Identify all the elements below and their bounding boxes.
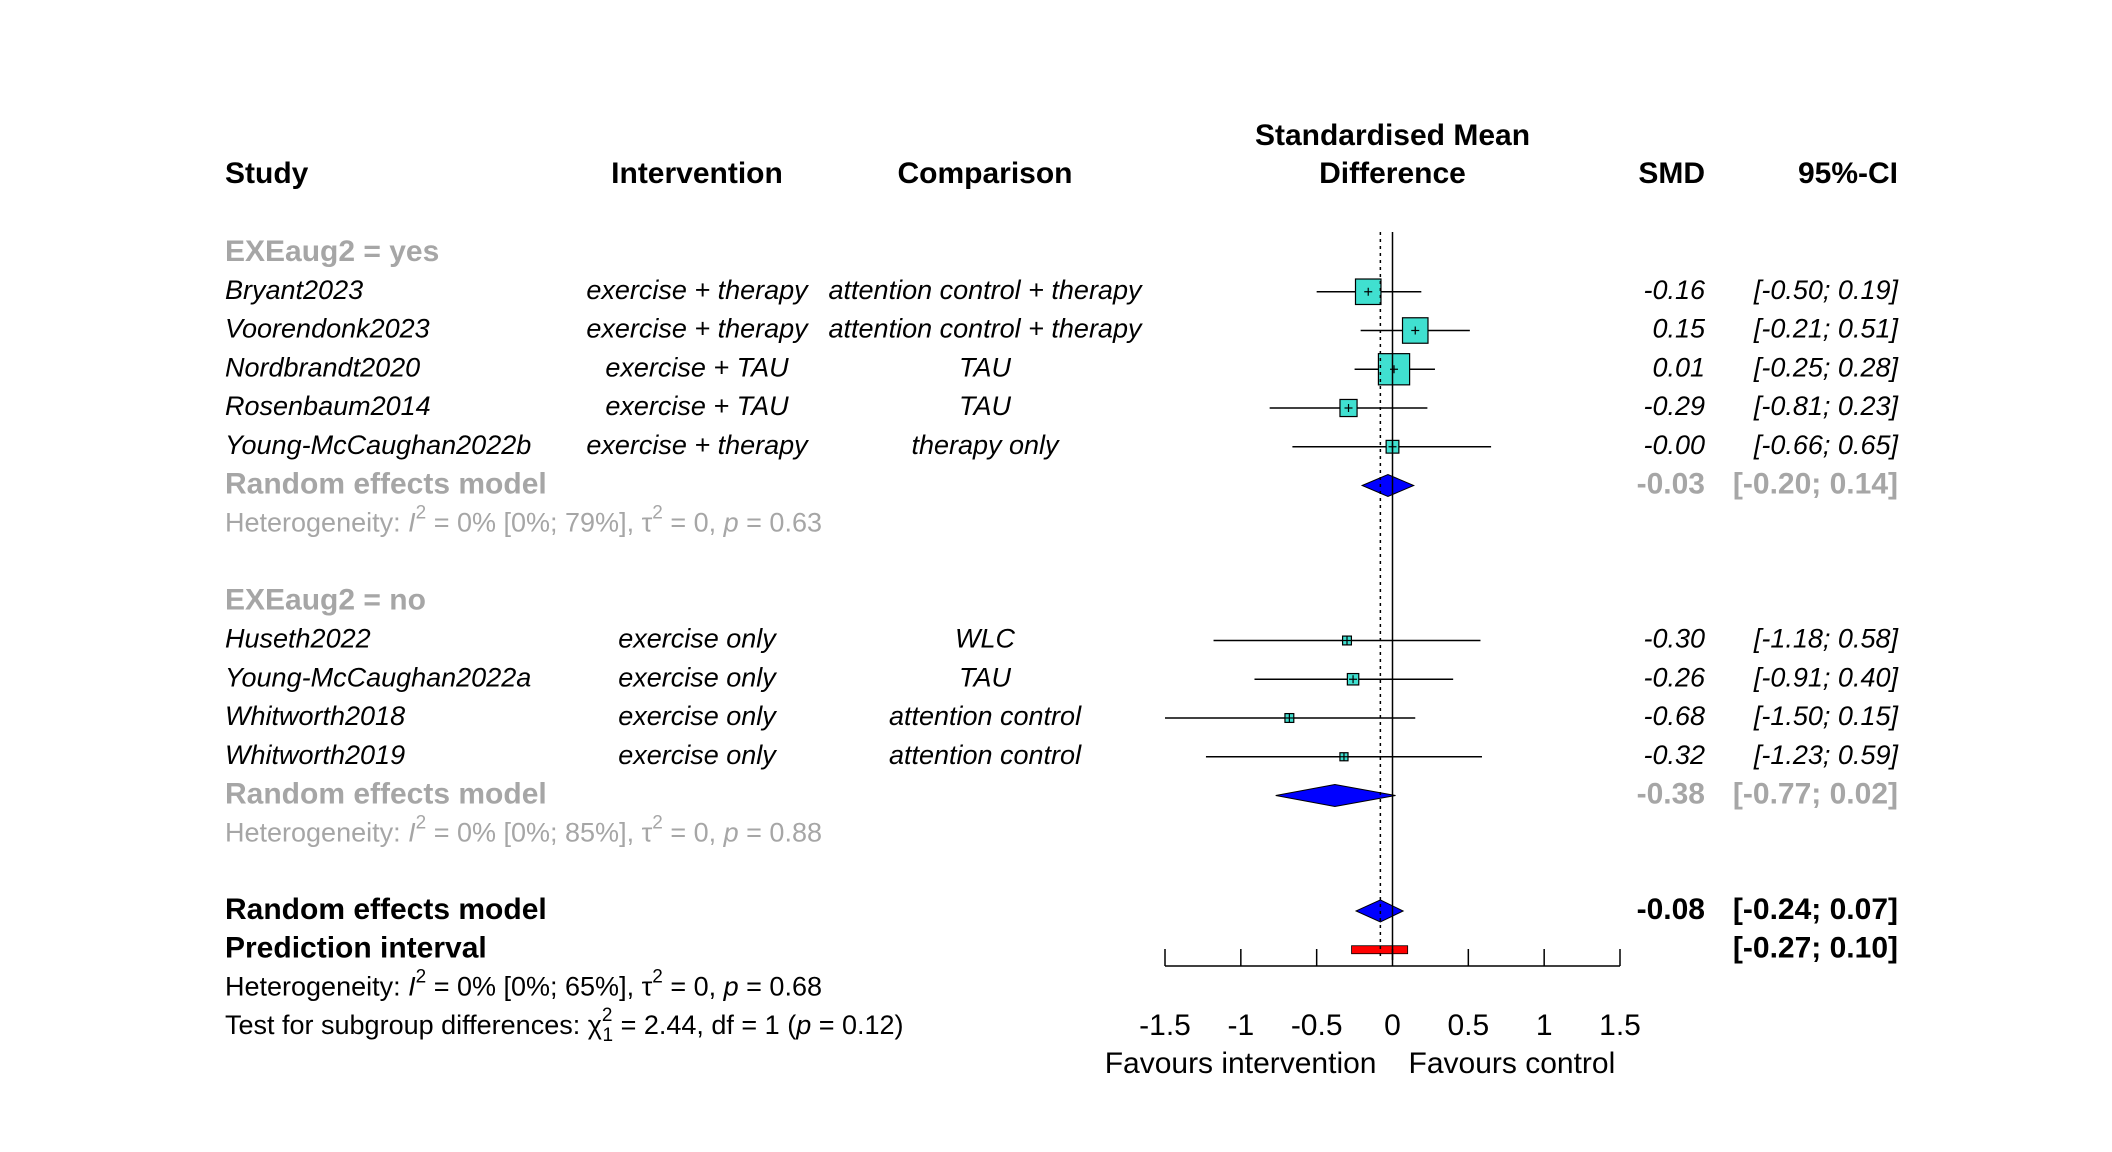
prediction-interval-bar xyxy=(1351,945,1409,955)
study-ci: [-1.18; 0.58] xyxy=(1753,624,1900,654)
subgroup-model-label: Random effects model xyxy=(225,467,547,500)
header-effect-line1: Standardised Mean xyxy=(1255,119,1530,152)
study-intervention: exercise + TAU xyxy=(605,391,789,421)
study-ci: [-0.25; 0.28] xyxy=(1753,352,1900,382)
overall-model-diamond xyxy=(1354,899,1405,923)
study-comparison: attention control + therapy xyxy=(829,275,1143,305)
x-axis-tick-label: 0.5 xyxy=(1447,1009,1489,1042)
study-comparison: therapy only xyxy=(911,430,1060,460)
x-axis-tick-label: -1 xyxy=(1227,1009,1254,1042)
overall-model-ci: [-0.24; 0.07] xyxy=(1733,893,1898,926)
study-smd: -0.29 xyxy=(1643,391,1705,421)
study-smd: -0.30 xyxy=(1643,624,1705,654)
header-intervention: Intervention xyxy=(611,157,783,190)
x-axis-tick-label: 0 xyxy=(1384,1009,1401,1042)
study-smd: 0.15 xyxy=(1652,314,1706,344)
x-axis-tick-label: -0.5 xyxy=(1291,1009,1343,1042)
header-effect-line2: Difference xyxy=(1319,157,1466,190)
subgroup-label: EXEaug2 = yes xyxy=(225,235,439,268)
study-intervention: exercise only xyxy=(618,662,777,692)
study-ci: [-0.21; 0.51] xyxy=(1753,314,1900,344)
study-intervention: exercise only xyxy=(618,624,777,654)
study-smd: -0.26 xyxy=(1643,662,1706,692)
header-smd: SMD xyxy=(1638,157,1705,190)
study-smd: -0.32 xyxy=(1643,740,1705,770)
subgroup-model-diamond xyxy=(1360,473,1416,498)
header-study: Study xyxy=(225,157,309,190)
study-ci: [-0.81; 0.23] xyxy=(1753,391,1900,421)
study-smd: -0.00 xyxy=(1643,430,1705,460)
study-comparison: attention control xyxy=(889,740,1082,770)
study-name: Rosenbaum2014 xyxy=(225,391,431,421)
subgroup-differences-test: Test for subgroup differences: χ2 1 = 2.4… xyxy=(225,1005,904,1046)
study-intervention: exercise + therapy xyxy=(586,275,809,305)
study-name: Whitworth2018 xyxy=(225,701,405,731)
overall-model-smd: -0.08 xyxy=(1637,893,1705,926)
subgroup-model-ci: [-0.20; 0.14] xyxy=(1733,467,1898,500)
favours-intervention-label: Favours intervention xyxy=(1105,1047,1377,1080)
study-comparison: attention control + therapy xyxy=(829,314,1143,344)
header-comparison: Comparison xyxy=(897,157,1072,190)
study-ci: [-1.23; 0.59] xyxy=(1753,740,1900,770)
study-comparison: WLC xyxy=(955,624,1016,654)
subgroup-model-label: Random effects model xyxy=(225,777,547,810)
study-smd: 0.01 xyxy=(1652,352,1705,382)
study-ci: [-1.50; 0.15] xyxy=(1753,701,1900,731)
study-ci: [-0.50; 0.19] xyxy=(1753,275,1900,305)
overall-heterogeneity: Heterogeneity: I2 = 0% [0%; 65%], τ2 = 0… xyxy=(225,966,822,1001)
study-intervention: exercise + therapy xyxy=(586,430,809,460)
study-name: Bryant2023 xyxy=(225,275,363,305)
study-smd: -0.68 xyxy=(1643,701,1705,731)
subgroup-model-smd: -0.03 xyxy=(1637,467,1705,500)
study-name: Young-McCaughan2022b xyxy=(225,430,531,460)
study-intervention: exercise + therapy xyxy=(586,314,809,344)
x-axis-tick-label: -1.5 xyxy=(1139,1009,1191,1042)
subgroup-model-diamond xyxy=(1275,783,1396,808)
study-comparison: TAU xyxy=(959,391,1011,421)
prediction-interval-label: Prediction interval xyxy=(225,932,487,965)
study-comparison: TAU xyxy=(959,662,1011,692)
header-ci: 95%-CI xyxy=(1798,157,1898,190)
study-name: Nordbrandt2020 xyxy=(225,352,420,382)
subgroup-label: EXEaug2 = no xyxy=(225,584,426,617)
x-axis-tick-label: 1 xyxy=(1536,1009,1553,1042)
study-ci: [-0.66; 0.65] xyxy=(1753,430,1900,460)
subgroup-heterogeneity: Heterogeneity: I2 = 0% [0%; 85%], τ2 = 0… xyxy=(225,812,822,847)
study-comparison: attention control xyxy=(889,701,1082,731)
study-name: Whitworth2019 xyxy=(225,740,405,770)
x-axis-tick-label: 1.5 xyxy=(1599,1009,1641,1042)
subgroup-model-ci: [-0.77; 0.02] xyxy=(1733,777,1898,810)
subgroup-model-smd: -0.38 xyxy=(1637,777,1705,810)
study-name: Young-McCaughan2022a xyxy=(225,662,531,692)
study-ci: [-0.91; 0.40] xyxy=(1753,662,1900,692)
study-intervention: exercise only xyxy=(618,701,777,731)
study-name: Huseth2022 xyxy=(225,624,371,654)
favours-control-label: Favours control xyxy=(1409,1047,1616,1080)
study-comparison: TAU xyxy=(959,352,1011,382)
subgroup-heterogeneity: Heterogeneity: I2 = 0% [0%; 79%], τ2 = 0… xyxy=(225,502,822,537)
study-intervention: exercise + TAU xyxy=(605,352,789,382)
prediction-interval-ci: [-0.27; 0.10] xyxy=(1733,932,1898,965)
study-smd: -0.16 xyxy=(1643,275,1706,305)
overall-model-label: Random effects model xyxy=(225,893,547,926)
study-name: Voorendonk2023 xyxy=(225,314,430,344)
study-intervention: exercise only xyxy=(618,740,777,770)
